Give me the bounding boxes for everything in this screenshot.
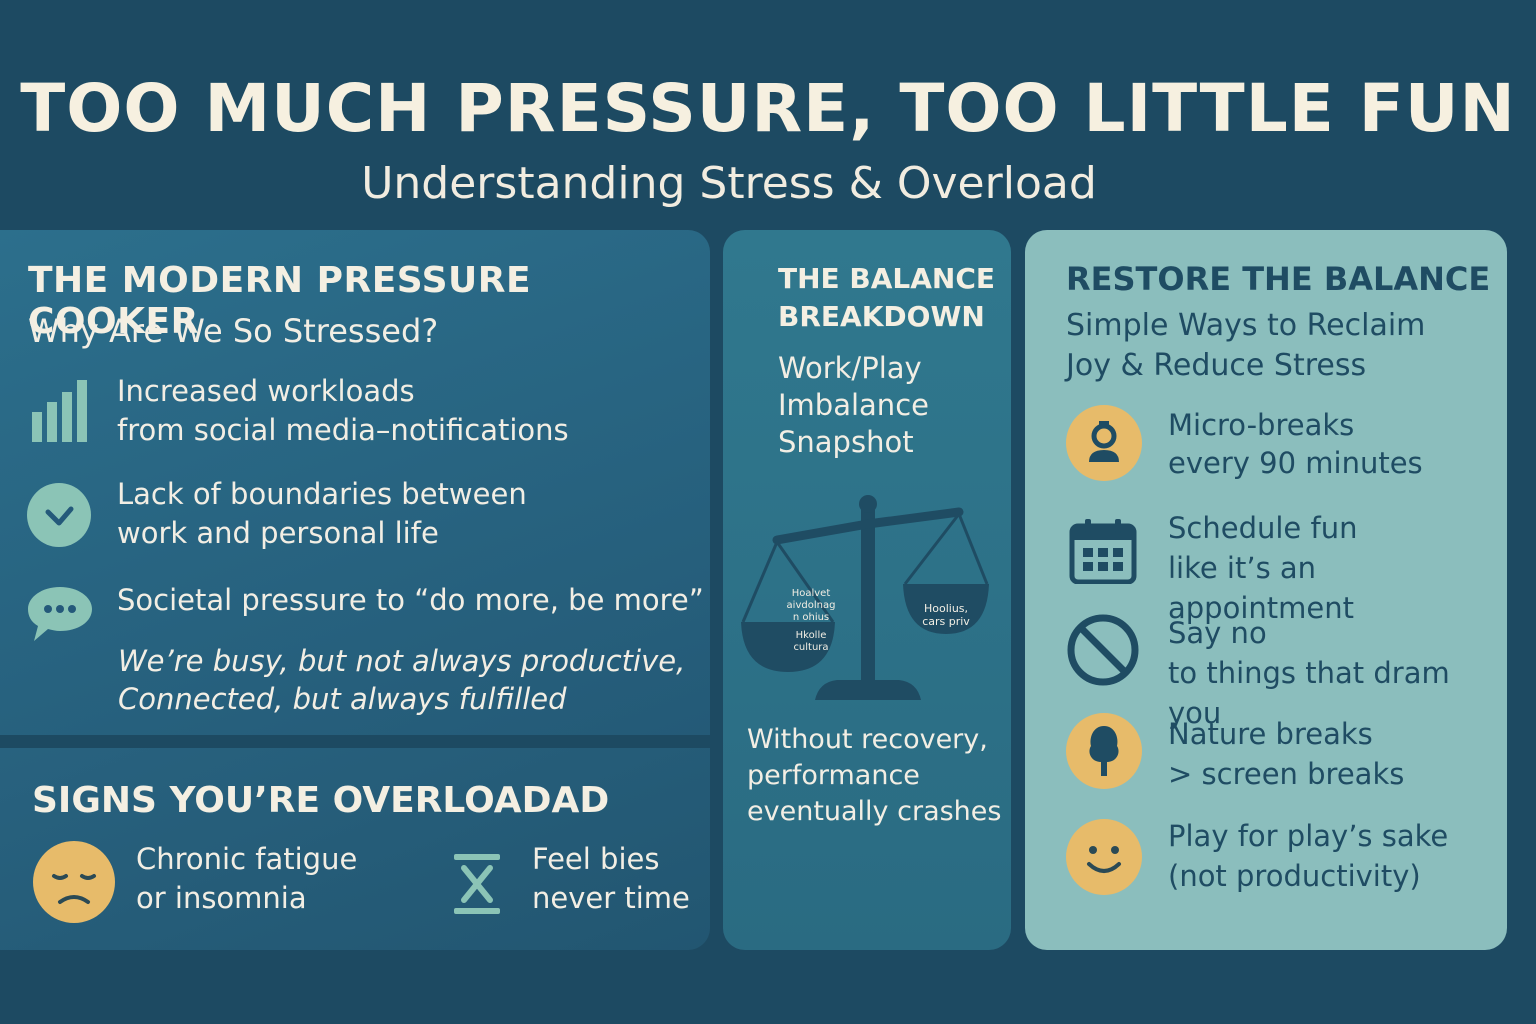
right-pan-label: Hoolius, cars priv (922, 602, 970, 628)
restore-item-5: Play for play’s sake (not productivity) (1168, 819, 1449, 893)
pressure-item-1: Increased workloads from social media–no… (117, 374, 569, 447)
balance-panel: THE BALANCE BREAKDOWN Work/Play Imbalanc… (723, 230, 1011, 950)
signs-item-2: Feel bies never time (532, 842, 690, 915)
balance-scale-icon (737, 490, 997, 705)
restore-item-3: Say no to things that dram you (1168, 616, 1450, 730)
pressure-item-3: Societal pressure to “do more, be more” (117, 583, 704, 617)
calendar-icon (1069, 518, 1137, 584)
pressure-quote: We’re busy, but not always productive, C… (118, 644, 686, 716)
tree-icon (1065, 712, 1143, 790)
hourglass-icon (452, 852, 502, 916)
no-sign-icon (1067, 614, 1139, 686)
pressure-item-2: Lack of boundaries between work and pers… (117, 477, 527, 550)
restore-panel: RESTORE THE BALANCE Simple Ways to Recla… (1025, 230, 1507, 950)
checkmark-icon (26, 482, 92, 548)
pressure-heading: THE MODERN PRESSURE COOKER (28, 260, 532, 342)
chat-bubble-icon (26, 585, 94, 643)
restore-item-1: Micro-breaks every 90 minutes (1168, 408, 1423, 480)
balance-subheading: Work/Play Imbalance Snapshot (778, 351, 929, 459)
left-pan-label: Hoalvet aivdolnag n ohius Hkolle cultura (786, 588, 836, 653)
page-subtitle: Understanding Stress & Overload (361, 158, 1097, 209)
signs-heading: SIGNS YOU’RE OVERLOADAD (32, 780, 610, 821)
signs-panel: SIGNS YOU’RE OVERLOADAD Chronic fatigue … (0, 748, 710, 950)
pressure-cooker-panel: THE MODERN PRESSURE COOKER Why Are We So… (0, 230, 710, 735)
signs-item-1: Chronic fatigue or insomnia (136, 842, 358, 915)
smiley-icon (1065, 818, 1143, 896)
person-icon (1065, 404, 1143, 482)
balance-footer: Without recovery, performance eventually… (747, 724, 1002, 827)
restore-heading: RESTORE THE BALANCE (1066, 260, 1491, 298)
restore-item-2: Schedule fun like it’s an appointment (1168, 511, 1358, 625)
pressure-subheading: Why Are We So Stressed? (28, 312, 439, 350)
page-title: TOO MUCH PRESSURE, TOO LITTLE FUN (20, 70, 1516, 147)
balance-heading: THE BALANCE BREAKDOWN (778, 262, 996, 333)
restore-subheading: Simple Ways to Reclaim Joy & Reduce Stre… (1066, 308, 1426, 383)
restore-item-4: Nature breaks > screen breaks (1168, 717, 1405, 791)
bar-chart-icon (30, 378, 90, 444)
sad-face-icon (32, 840, 116, 924)
